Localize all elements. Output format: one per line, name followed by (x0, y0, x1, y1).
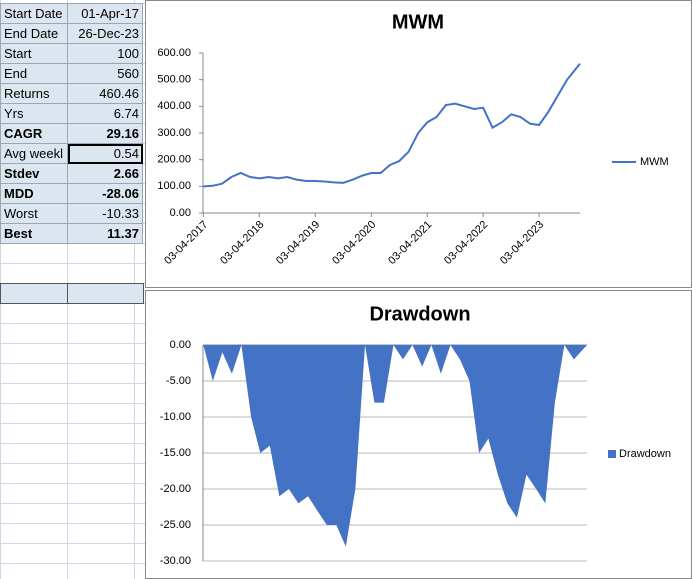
label-cell[interactable]: Yrs (0, 103, 68, 124)
area (203, 345, 587, 547)
value-cell[interactable]: 560 (67, 63, 143, 84)
value-cell[interactable]: 2.66 (67, 163, 143, 184)
y-tick-label: 0.00 (170, 207, 191, 219)
value-cell[interactable]: 11.37 (67, 223, 143, 244)
value-cell[interactable]: -28.06 (67, 183, 143, 204)
y-tick-label: -30.00 (160, 555, 191, 567)
y-tick-label: 600.00 (157, 47, 191, 59)
chart-frame (145, 0, 692, 288)
chart-title: MWM (392, 11, 444, 33)
label-cell[interactable]: Avg weekl (0, 143, 68, 164)
spreadsheet: Start Date 01-Apr-17 End Date 26-Dec-23 Star… (0, 0, 145, 579)
value-cell[interactable]: 6.74 (67, 103, 143, 124)
y-tick-label: 200.00 (157, 154, 191, 166)
y-tick-label: 0.00 (170, 339, 191, 351)
table-row: End 560 (0, 63, 143, 84)
y-tick-label: -10.00 (160, 411, 191, 423)
legend-label: Drawdown (619, 448, 671, 460)
label-cell[interactable]: CAGR (0, 123, 68, 144)
chart-title: Drawdown (369, 303, 470, 325)
line (203, 63, 581, 188)
value-cell[interactable]: 01-Apr-17 (67, 3, 143, 24)
table-row: CAGR 29.16 (0, 123, 143, 144)
y-tick-label: -15.00 (160, 447, 191, 459)
table-row: Avg weekl 0.54 (0, 143, 143, 164)
label-cell[interactable]: End (0, 63, 68, 84)
table-row: Yrs 6.74 (0, 103, 143, 124)
value-cell[interactable]: 29.16 (67, 123, 143, 144)
label-cell[interactable]: Worst (0, 203, 68, 224)
value-cell[interactable]: 100 (67, 43, 143, 64)
y-tick-label: 400.00 (157, 100, 191, 112)
table-row: Best 11.37 (0, 223, 143, 244)
table-row: Returns 460.46 (0, 83, 143, 104)
legend-swatch (608, 450, 616, 458)
legend-label: MWM (640, 156, 669, 168)
table-row: Start 100 (0, 43, 143, 64)
table-row: Start Date 01-Apr-17 (0, 3, 143, 24)
y-tick-label: -25.00 (160, 519, 191, 531)
chart-frame (145, 290, 692, 579)
label-cell[interactable]: Stdev (0, 163, 68, 184)
y-tick-label: 500.00 (157, 74, 191, 86)
empty-row[interactable] (0, 283, 144, 304)
y-tick-label: -5.00 (166, 375, 191, 387)
y-tick-label: 300.00 (157, 127, 191, 139)
y-tick-label: -20.00 (160, 483, 191, 495)
table-row: Stdev 2.66 (0, 163, 143, 184)
y-tick-label: 100.00 (157, 180, 191, 192)
value-cell[interactable]: 460.46 (67, 83, 143, 104)
stats-table: Start Date 01-Apr-17 End Date 26-Dec-23 Star… (0, 3, 143, 244)
label-cell[interactable]: Best (0, 223, 68, 244)
